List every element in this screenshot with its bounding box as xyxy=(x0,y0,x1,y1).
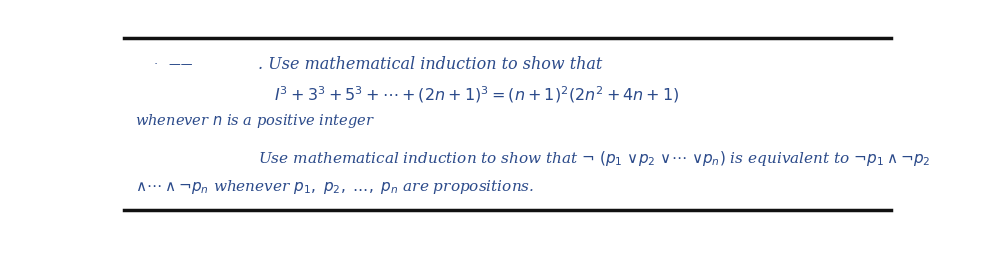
Text: whenever $n$ is a positive integer: whenever $n$ is a positive integer xyxy=(136,113,375,130)
Text: $\wedge\cdots\wedge\neg p_n$ whenever $p_1,\ p_2,\ \ldots,\ p_n$ are proposition: $\wedge\cdots\wedge\neg p_n$ whenever $p… xyxy=(136,178,535,196)
Text: ·   ——: · —— xyxy=(154,58,193,71)
Text: $I^3 + 3^3 + 5^3 +\cdots+(2n + 1)^3 = (n + 1)^2(2n^2 + 4n + 1)$: $I^3 + 3^3 + 5^3 +\cdots+(2n + 1)^3 = (n… xyxy=(274,85,679,105)
Text: Use mathematical induction to show that $\neg$ $(p_1$ $\vee p_2$ $\vee\cdots$ $\: Use mathematical induction to show that … xyxy=(258,149,931,168)
Text: . Use mathematical induction to show that: . Use mathematical induction to show tha… xyxy=(258,56,602,73)
